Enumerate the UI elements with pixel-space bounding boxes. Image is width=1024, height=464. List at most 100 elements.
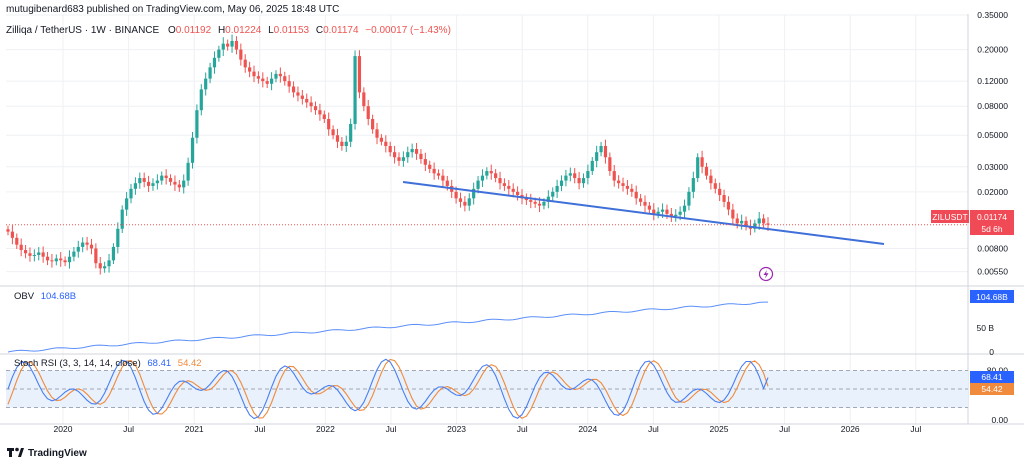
stoch-label: Stoch RSI (3, 3, 14, 14, close) <box>14 358 141 369</box>
price-tick-label: 0.12000 <box>977 76 1008 86</box>
candle-body <box>256 76 261 79</box>
candle-body <box>709 175 713 184</box>
candle-body <box>656 211 660 214</box>
candle-body <box>129 188 133 199</box>
stoch-d-value: 54.42 <box>178 358 202 369</box>
price-tick-label: 0.02000 <box>977 187 1008 197</box>
candle-body <box>133 183 137 189</box>
candle-body <box>226 43 230 47</box>
candle-body <box>252 71 256 77</box>
candle-body <box>551 191 555 197</box>
candle-body <box>327 119 331 130</box>
time-tick-label: 2023 <box>447 424 466 434</box>
symbol-title: Zilliqa / TetherUS · 1W · BINANCE <box>6 25 160 36</box>
candle-body <box>643 201 647 206</box>
candle-body <box>204 78 208 90</box>
obv-pane[interactable] <box>7 301 768 353</box>
candle-body <box>608 157 612 172</box>
price-pane[interactable] <box>6 34 968 275</box>
stoch-d-tag-bg <box>970 383 1014 395</box>
candle-body <box>406 152 410 158</box>
candle-body <box>674 214 678 217</box>
candle-body <box>67 256 72 263</box>
candle-body <box>142 178 146 182</box>
candle-body <box>529 200 533 202</box>
candle-body <box>98 263 102 269</box>
symbol-legend[interactable]: Zilliqa / TetherUS · 1W · BINANCE O0.011… <box>6 25 451 36</box>
candle-body <box>502 183 507 186</box>
svg-text:Stoch RSI (3, 3, 14, 14, close: Stoch RSI (3, 3, 14, 14, close) 68.41 54… <box>14 358 202 369</box>
candle-body <box>665 209 669 214</box>
ticker-tag: ZILUSDT <box>932 212 967 222</box>
candle-body <box>371 119 375 130</box>
stoch-legend[interactable]: Stoch RSI (3, 3, 14, 14, close) 68.41 54… <box>14 358 202 369</box>
obv-legend[interactable]: OBV 104.68B <box>14 291 76 302</box>
candle-body <box>639 198 643 202</box>
obv-tick-label: 50 B <box>977 323 995 333</box>
candle-body <box>278 73 282 77</box>
flash-icon[interactable] <box>758 266 774 282</box>
candle-body <box>414 149 419 154</box>
footer-brand[interactable]: TradingView <box>7 447 87 459</box>
candle-body <box>687 191 691 206</box>
candle-body <box>160 175 164 181</box>
candle-body <box>190 137 195 163</box>
candle-body <box>507 185 511 189</box>
candle-body <box>6 229 10 232</box>
candle-body <box>718 188 722 196</box>
candle-body <box>423 159 427 165</box>
candle-body <box>243 59 247 68</box>
low-value: 0.01153 <box>274 25 310 36</box>
candle-body <box>305 98 309 103</box>
candle-body <box>700 157 704 167</box>
publisher-line: mutugibenard683 published on TradingView… <box>6 4 339 15</box>
candle-body <box>564 175 568 181</box>
candle-body <box>81 242 85 247</box>
candle-body <box>533 201 537 204</box>
last-price-tag-bg <box>970 210 1014 223</box>
close-label: C <box>316 25 323 36</box>
price-tick-label: 0.05000 <box>977 130 1008 140</box>
candle-body <box>726 201 731 210</box>
candle-body <box>753 223 757 229</box>
candle-body <box>744 220 748 227</box>
candle-body <box>735 218 739 224</box>
time-tick-label: 2025 <box>710 424 729 434</box>
close-value: 0.01174 <box>323 25 359 36</box>
time-tick-label: Jul <box>254 424 265 434</box>
candle-body <box>454 191 458 199</box>
candle-body <box>103 266 107 269</box>
countdown-tag-bg <box>970 223 1014 235</box>
candle-body <box>568 173 572 176</box>
candle-body <box>362 92 366 107</box>
candle-body <box>221 43 225 50</box>
time-tick-label: 2024 <box>578 424 597 434</box>
candle-body <box>559 180 564 186</box>
stoch-k-tag-bg <box>970 371 1014 383</box>
candle-body <box>32 254 36 256</box>
candle-body <box>621 183 625 186</box>
candle-body <box>612 171 616 181</box>
time-tick-label: Jul <box>517 424 528 434</box>
stoch-pane[interactable] <box>6 358 968 420</box>
candle-body <box>384 141 388 146</box>
candle-body <box>173 181 177 185</box>
candle-body <box>164 175 168 179</box>
price-tick-label: 0.00800 <box>977 243 1008 253</box>
candle-body <box>261 78 265 82</box>
candle-body <box>634 191 638 199</box>
candle-body <box>344 141 348 146</box>
candle-body <box>467 198 471 206</box>
candle-body <box>212 57 217 68</box>
candle-body <box>349 123 353 142</box>
candle-body <box>269 78 274 84</box>
obv-tick-label: 0 <box>989 347 994 357</box>
candle-body <box>494 173 498 179</box>
candle-body <box>546 196 550 202</box>
candle-body <box>647 205 651 210</box>
candle-body <box>287 81 291 87</box>
candle-body <box>76 246 80 252</box>
candle-body <box>195 110 199 138</box>
candle-body <box>89 244 94 249</box>
